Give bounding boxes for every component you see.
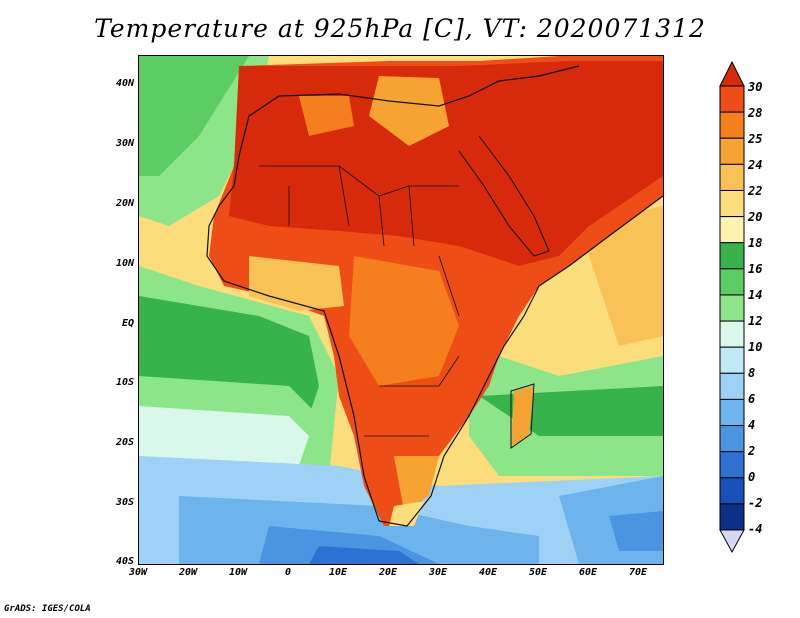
colorbar-label: 6 [748, 392, 756, 406]
colorbar-cell [719, 216, 745, 244]
colorbar-label: 4 [748, 418, 756, 432]
x-tick-30e: 30E [428, 567, 448, 578]
colorbar-label: -2 [748, 496, 763, 510]
x-tick-0: 0 [284, 567, 292, 578]
colorbar-label: 28 [748, 106, 763, 120]
colorbar-label: 24 [748, 158, 763, 172]
colorbar-cells [719, 85, 745, 531]
colorbar-cell [719, 372, 745, 400]
colorbar [719, 60, 745, 554]
colorbar-cell [719, 398, 745, 427]
colorbar-top-arrow [719, 60, 745, 87]
colorbar-label: -4 [748, 522, 763, 536]
madagascar [511, 386, 534, 446]
map-title: Temperature at 925hPa [C], VT: 202007131… [94, 14, 706, 43]
colorbar-cell [719, 137, 745, 165]
red-sea-coast [458, 135, 550, 257]
x-tick-50e: 50E [528, 567, 548, 578]
colorbar-label: 22 [748, 184, 763, 198]
footer-credit: GrADS: IGES/COLA [4, 604, 91, 614]
x-tick-60e: 60E [578, 567, 598, 578]
x-tick-20e: 20E [378, 567, 398, 578]
congo-basin [349, 256, 459, 386]
x-tick-40e: 40E [478, 567, 498, 578]
colorbar-label: 18 [748, 236, 763, 250]
x-tick-20w: 20W [178, 567, 198, 578]
colorbar-label: 2 [748, 444, 756, 458]
country-borders [259, 165, 460, 437]
mediterranean-coast [238, 65, 580, 157]
colorbar-cell [719, 268, 745, 296]
colorbar-cell [719, 320, 745, 348]
colorbar-cell [719, 242, 745, 270]
colorbar-label: 14 [748, 288, 763, 302]
y-tick-eq: EQ [121, 318, 134, 329]
colorbar-cell [719, 477, 745, 505]
y-tick-30s: 30S [115, 497, 134, 508]
colorbar-label: 30 [748, 80, 763, 94]
colorbar-label: 8 [748, 366, 756, 380]
colorbar-cell [719, 346, 745, 374]
y-tick-40s: 40S [115, 556, 134, 567]
colorbar-cell [719, 503, 745, 531]
colorbar-label: 10 [748, 340, 763, 354]
x-tick-30w: 30W [128, 567, 148, 578]
colorbar-label: 20 [748, 210, 763, 224]
y-tick-10n: 10N [115, 258, 134, 269]
africa-coastline [206, 155, 663, 527]
colorbar-label: 25 [748, 132, 763, 146]
x-tick-10e: 10E [328, 567, 348, 578]
colorbar-cell [719, 425, 745, 453]
colorbar-cell [719, 451, 745, 479]
temperature-field [139, 56, 663, 564]
colorbar-cell [719, 85, 745, 113]
colorbar-label: 12 [748, 314, 763, 328]
y-tick-20s: 20S [115, 437, 134, 448]
map-panel [138, 55, 664, 565]
colorbar-bottom-arrow [719, 529, 745, 554]
x-tick-10w: 10W [228, 567, 248, 578]
colorbar-label: 0 [748, 470, 756, 484]
colorbar-cell [719, 111, 745, 139]
y-tick-20n: 20N [115, 198, 134, 209]
colorbar-cell [719, 163, 745, 191]
colorbar-cell [719, 294, 745, 322]
y-tick-40n: 40N [115, 78, 134, 89]
colorbar-cell [719, 189, 745, 218]
y-tick-10s: 10S [115, 377, 134, 388]
x-tick-70e: 70E [628, 567, 648, 578]
y-tick-30n: 30N [115, 138, 134, 149]
colorbar-label: 16 [748, 262, 763, 276]
